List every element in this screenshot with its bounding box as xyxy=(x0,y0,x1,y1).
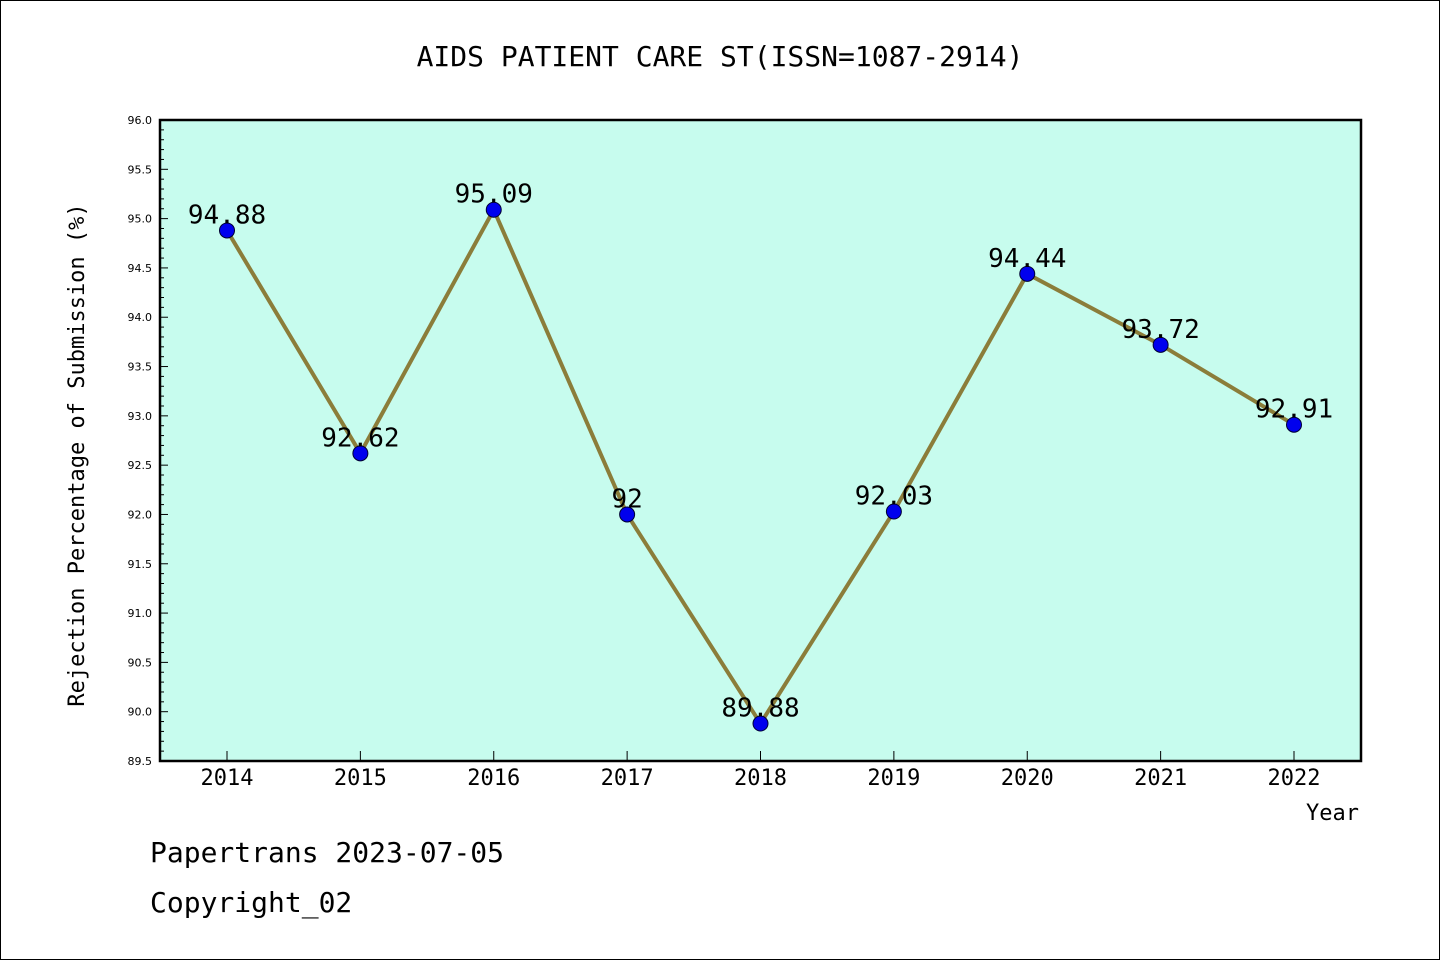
y-tick-label: 90.5 xyxy=(128,656,153,669)
data-point xyxy=(352,445,369,462)
x-tick-label: 2014 xyxy=(201,766,254,791)
data-point xyxy=(619,506,636,523)
data-point xyxy=(219,222,235,239)
markers-group xyxy=(219,201,1302,732)
x-tick-label: 2020 xyxy=(1001,766,1054,791)
data-point xyxy=(752,715,769,732)
data-label: 92 xyxy=(611,484,642,514)
x-tick-label: 2015 xyxy=(334,766,387,791)
x-axis-ticks: 2014 2015 2016 2017 2018 2019 2020 2021 2022 xyxy=(201,751,1321,791)
y-tick-label: 93.0 xyxy=(128,410,153,423)
data-label: 89.88 xyxy=(721,694,799,724)
data-labels-group: 94.88 92.62 95.09 92 89.88 92.03 94.44 93.72 92.… xyxy=(188,180,1333,724)
data-point xyxy=(1286,416,1302,433)
x-tick-label: 2021 xyxy=(1134,766,1187,791)
y-tick-label: 94.0 xyxy=(128,311,153,324)
y-tick-label: 91.5 xyxy=(128,558,153,571)
data-point xyxy=(1152,336,1169,353)
y-tick-label: 91.0 xyxy=(128,607,153,620)
y-tick-label: 94.5 xyxy=(128,262,153,275)
y-tick-label: 92.5 xyxy=(128,459,153,472)
footer-copyright: Copyright_02 xyxy=(150,886,353,919)
plot-border xyxy=(158,118,1363,763)
data-label: 92.91 xyxy=(1255,395,1333,425)
x-tick-label: 2018 xyxy=(734,766,787,791)
x-tick-label: 2022 xyxy=(1268,766,1321,791)
data-label: 95.09 xyxy=(455,180,533,210)
y-tick-label: 89.5 xyxy=(128,755,153,768)
plot-area xyxy=(160,120,1361,761)
x-tick-label: 2019 xyxy=(867,766,920,791)
y-axis-label: Rejection Percentage of Submission (%) xyxy=(65,203,90,706)
data-point xyxy=(885,503,902,520)
x-tick-label: 2017 xyxy=(601,766,654,791)
data-label: 93.72 xyxy=(1121,315,1199,345)
y-tick-label: 92.0 xyxy=(128,508,153,521)
y-tick-label: 96.0 xyxy=(128,114,153,127)
data-label: 94.88 xyxy=(188,200,266,230)
x-tick-label: 2016 xyxy=(467,766,520,791)
data-label: 92.62 xyxy=(321,423,399,453)
x-axis-label: Year xyxy=(1306,801,1359,826)
y-axis-ticks: 89.5 90.0 90.5 91.0 91.5 92.0 92.5 93.0 93.5 94.0… xyxy=(128,114,168,768)
data-point xyxy=(485,201,502,218)
y-tick-label: 93.5 xyxy=(128,361,153,374)
data-label: 92.03 xyxy=(855,482,933,512)
data-point xyxy=(1019,265,1036,282)
y-tick-label: 95.0 xyxy=(128,213,153,226)
data-label: 94.44 xyxy=(988,244,1066,274)
y-tick-label: 90.0 xyxy=(128,706,153,719)
footer-date: Papertrans 2023-07-05 xyxy=(150,836,505,869)
y-tick-label: 95.5 xyxy=(128,163,153,176)
chart-title: AIDS PATIENT CARE ST(ISSN=1087-2914) xyxy=(417,40,1024,73)
